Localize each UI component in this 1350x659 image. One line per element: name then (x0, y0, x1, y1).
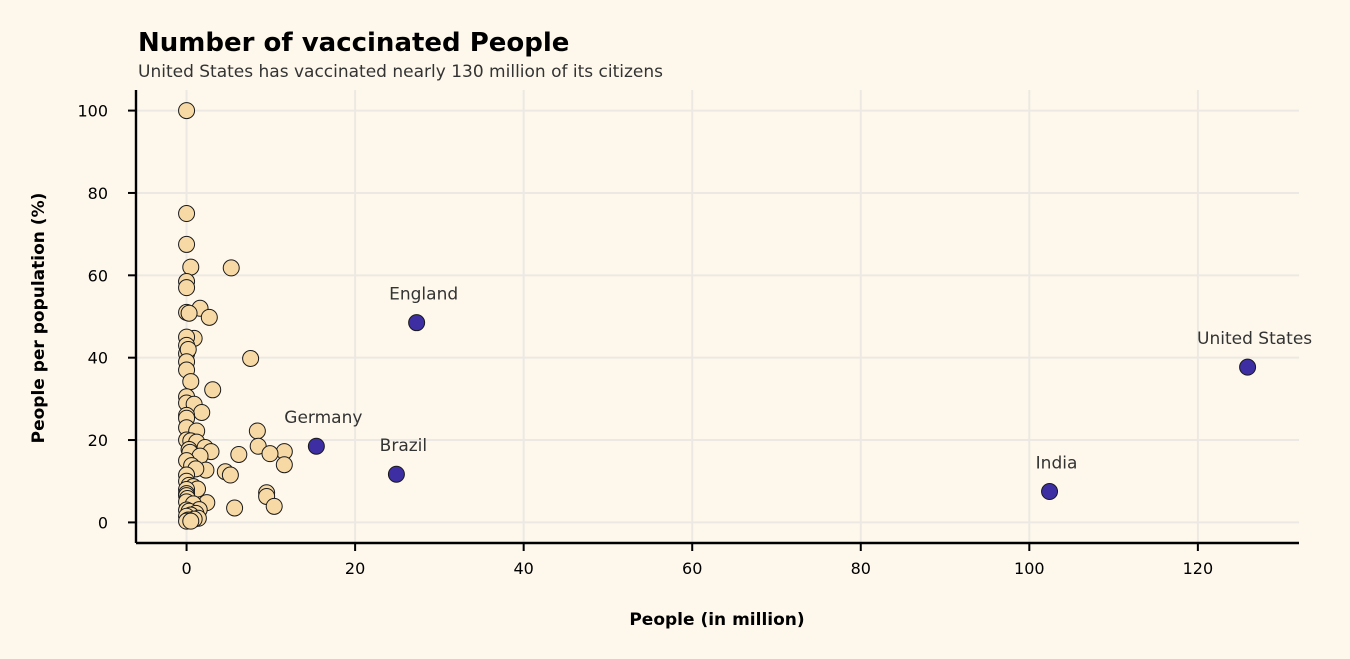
y-tick-label: 20 (88, 431, 108, 450)
y-tick-label: 0 (98, 513, 108, 532)
x-tick-label: 40 (513, 559, 533, 578)
annotations: England United States Germany Brazil India (284, 285, 1312, 474)
y-tick-label: 40 (88, 349, 108, 368)
y-axis-label: People per population (%) (29, 193, 49, 444)
chart-subtitle: United States has vaccinated nearly 130 … (138, 62, 663, 82)
x-tick-label: 20 (345, 559, 365, 578)
x-axis-label: People (in million) (629, 610, 804, 630)
highlighted-country-point (1041, 483, 1059, 501)
country-point (178, 235, 196, 253)
country-point (200, 308, 218, 326)
x-tick-label: 100 (1014, 559, 1045, 578)
y-tick-label: 60 (88, 266, 108, 285)
country-point (261, 445, 279, 463)
country-point (182, 512, 200, 530)
x-tick-label: 80 (851, 559, 871, 578)
country-point (221, 466, 239, 484)
x-tick-label: 0 (181, 559, 191, 578)
data-points (178, 102, 1257, 530)
chart-title: Number of vaccinated People (138, 28, 569, 58)
country-point (182, 373, 200, 391)
country-point (180, 304, 198, 322)
country-point (275, 456, 293, 474)
country-point (226, 499, 244, 517)
country-point (193, 403, 211, 421)
country-point (248, 422, 266, 440)
axis-ticks: 0 20 40 60 80 100 120 0 20 40 60 80 100 (77, 102, 1213, 578)
x-tick-label: 120 (1183, 559, 1214, 578)
country-point (265, 497, 283, 515)
country-annotation: England (389, 285, 458, 305)
grid-lines (136, 90, 1299, 543)
country-point (182, 258, 200, 276)
axes (134, 90, 1299, 545)
country-annotation: United States (1197, 329, 1312, 349)
country-annotation: Brazil (380, 436, 427, 456)
highlighted-country-point (1239, 358, 1257, 376)
country-annotation: Germany (284, 408, 362, 428)
country-annotation: India (1036, 454, 1078, 474)
highlighted-country-point (307, 437, 325, 455)
highlighted-country-point (387, 465, 405, 483)
highlighted-country-point (408, 314, 426, 332)
country-point (242, 350, 260, 368)
country-point (178, 102, 196, 120)
country-point (178, 205, 196, 223)
country-point (204, 381, 222, 399)
y-tick-label: 80 (88, 184, 108, 203)
x-tick-label: 60 (682, 559, 702, 578)
y-tick-label: 100 (77, 102, 108, 121)
country-point (178, 279, 196, 297)
country-point (222, 259, 240, 277)
country-point (230, 445, 248, 463)
